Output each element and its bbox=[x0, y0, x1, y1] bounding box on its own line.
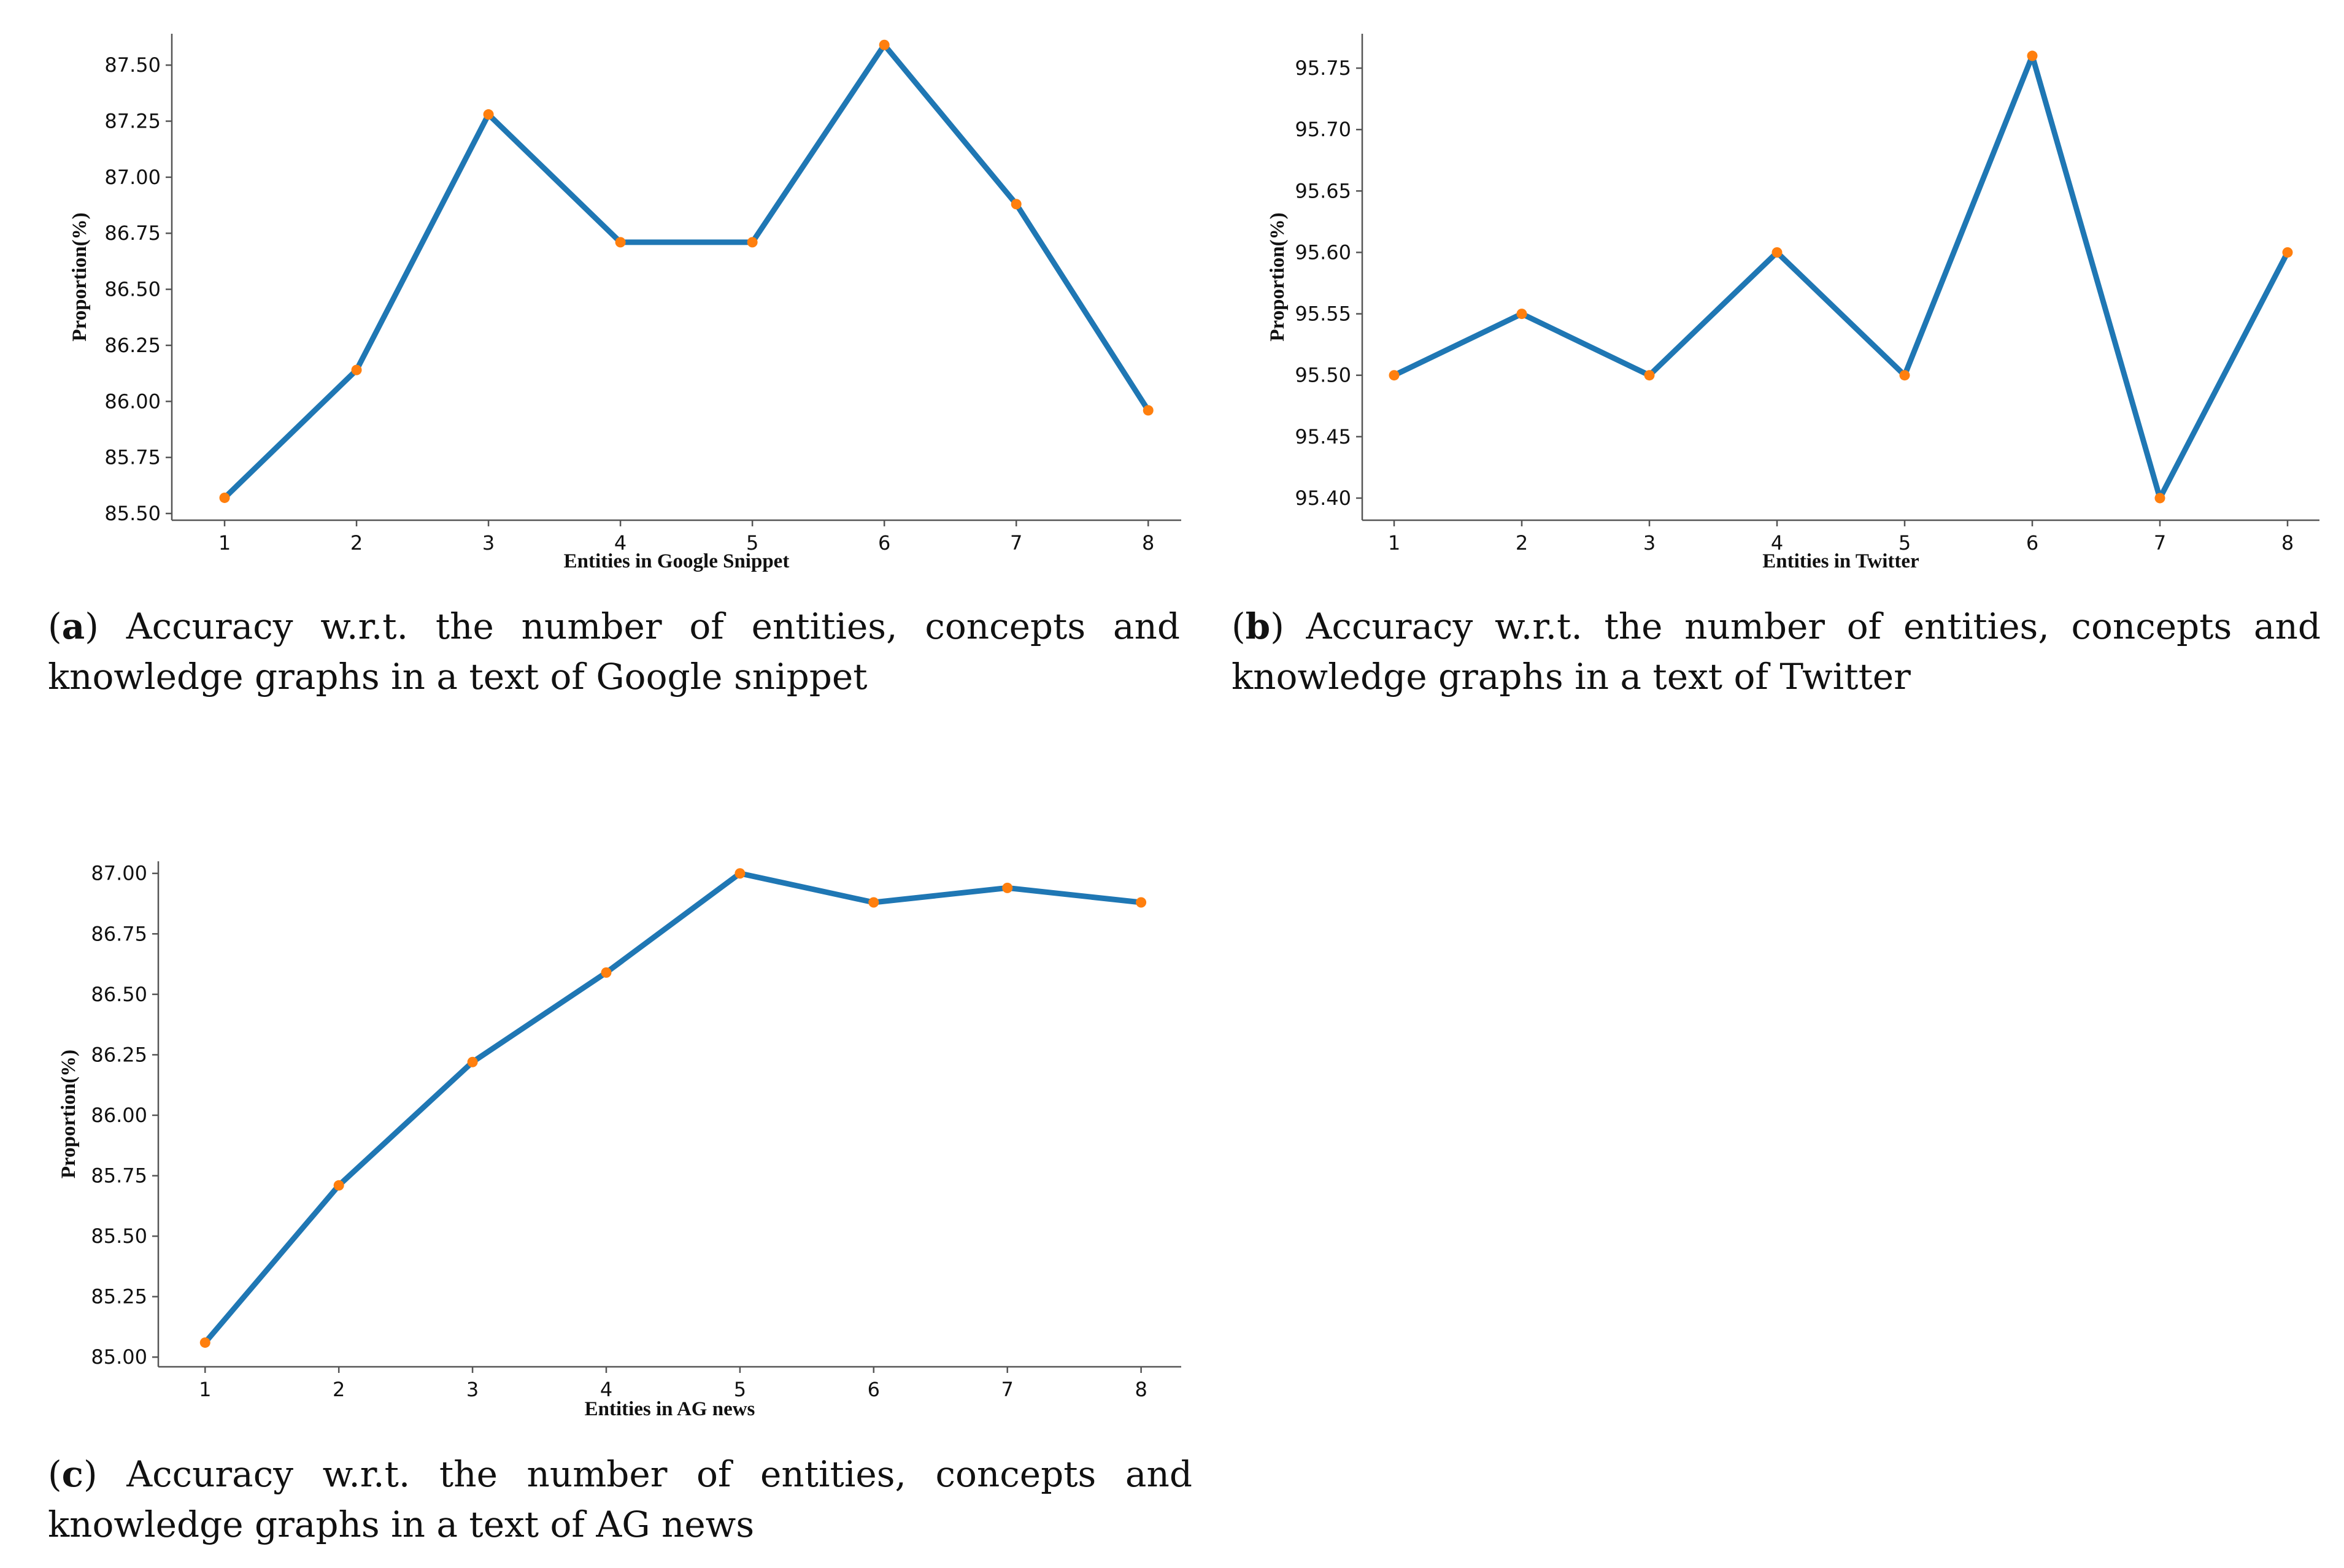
caption-a-line1: (a) Accuracy w.r.t. the number of entiti… bbox=[48, 601, 1180, 651]
data-point bbox=[868, 897, 879, 908]
y-axis-title: Proportion(%) bbox=[58, 1050, 80, 1178]
y-tick-label: 86.25 bbox=[91, 1043, 147, 1066]
caption-c-line1: (c) Accuracy w.r.t. the number of entiti… bbox=[48, 1449, 1192, 1499]
y-tick-label: 85.50 bbox=[91, 1224, 147, 1248]
caption-a-letter: a bbox=[62, 605, 85, 647]
caption-b-line1: (b) Accuracy w.r.t. the number of entiti… bbox=[1232, 601, 2321, 651]
caption-b: (b) Accuracy w.r.t. the number of entiti… bbox=[1232, 601, 2321, 702]
data-point bbox=[468, 1057, 478, 1067]
y-tick-label: 85.75 bbox=[91, 1164, 147, 1188]
x-axis-title: Entities in AG news bbox=[585, 1398, 755, 1420]
data-point bbox=[1002, 883, 1012, 893]
caption-b-letter: b bbox=[1246, 605, 1271, 647]
y-tick-label: 86.75 bbox=[91, 922, 147, 945]
data-point bbox=[734, 868, 745, 878]
caption-a: (a) Accuracy w.r.t. the number of entiti… bbox=[48, 601, 1180, 702]
y-tick-label: 86.00 bbox=[91, 1104, 147, 1127]
y-tick-label: 85.00 bbox=[91, 1345, 147, 1369]
caption-b-line2: knowledge graphs in a text of Twitter bbox=[1232, 651, 2321, 702]
x-tick-label: 1 bbox=[199, 1378, 211, 1401]
data-point bbox=[1136, 897, 1146, 908]
data-point bbox=[334, 1180, 344, 1191]
caption-c-line2: knowledge graphs in a text of AG news bbox=[48, 1499, 1192, 1550]
data-point bbox=[200, 1337, 210, 1348]
caption-c: (c) Accuracy w.r.t. the number of entiti… bbox=[48, 1449, 1192, 1550]
x-tick-label: 6 bbox=[868, 1378, 880, 1401]
caption-b-text: Accuracy w.r.t. the number of entities, … bbox=[1306, 605, 2321, 647]
x-tick-label: 3 bbox=[466, 1378, 479, 1401]
x-tick-label: 2 bbox=[333, 1378, 345, 1401]
caption-a-line2: knowledge graphs in a text of Google sni… bbox=[48, 651, 1180, 702]
y-tick-label: 85.25 bbox=[91, 1285, 147, 1309]
y-tick-label: 86.50 bbox=[91, 983, 147, 1006]
caption-c-letter: c bbox=[62, 1453, 83, 1495]
y-tick-label: 87.00 bbox=[91, 862, 147, 885]
series-line bbox=[205, 874, 1141, 1343]
caption-a-text: Accuracy w.r.t. the number of entities, … bbox=[126, 605, 1180, 647]
caption-c-text: Accuracy w.r.t. the number of entities, … bbox=[126, 1453, 1192, 1495]
data-point bbox=[601, 967, 611, 978]
x-tick-label: 8 bbox=[1135, 1378, 1147, 1401]
x-tick-label: 7 bbox=[1001, 1378, 1014, 1401]
